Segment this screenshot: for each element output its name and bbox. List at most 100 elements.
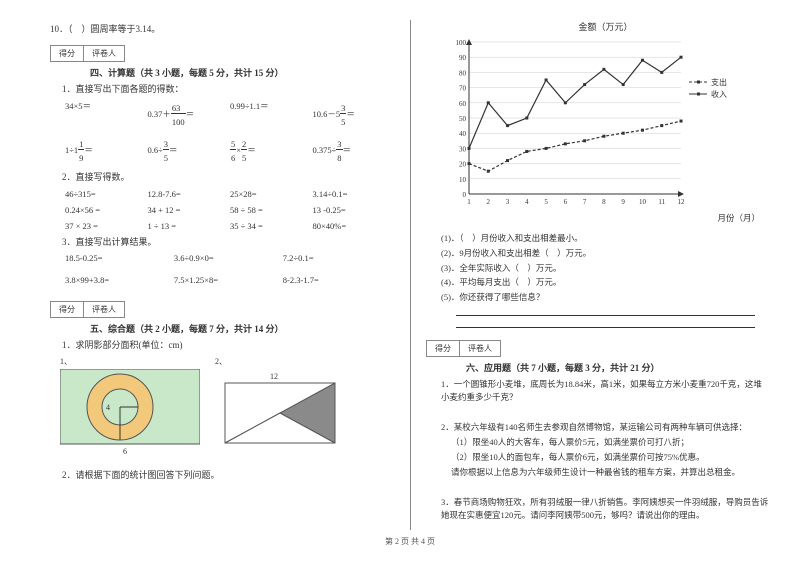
- svg-text:3: 3: [506, 198, 510, 206]
- expr: 3.14÷0.1=: [313, 189, 396, 199]
- line-chart: 金额（万元） 010203040506070809010012345678910…: [441, 20, 770, 224]
- expr: 12.8-7.6=: [148, 189, 231, 199]
- app-q2-a: （1）限坐40人的大客车，每人票价5元，如满坐票价可打八折；: [451, 436, 770, 449]
- calc2-r2: 37 × 23 = 1 ÷ 13 = 35 ÷ 34 = 80×40%=: [65, 219, 395, 233]
- calc1-row2: 1÷119＝ 0.6÷35＝ 56×25＝ 0.375÷38＝: [65, 134, 395, 168]
- expr: 37 × 23 =: [65, 221, 148, 231]
- figure-2: 2、 12: [215, 356, 345, 459]
- annulus-figure: 4 6: [60, 369, 200, 459]
- svg-text:1: 1: [467, 198, 471, 206]
- page-footer: 第 2 页 共 4 页: [50, 536, 770, 547]
- score-label: 得分: [427, 341, 460, 356]
- expr: 0.24×56 =: [65, 205, 148, 215]
- calc3-title: 3．直接写出计算结果。: [62, 236, 395, 249]
- svg-text:90: 90: [459, 54, 467, 62]
- chart-svg: 0102030405060708090100123456789101112支出收…: [441, 37, 751, 212]
- svg-text:10: 10: [639, 198, 647, 206]
- svg-text:4: 4: [106, 403, 110, 412]
- score-box-5: 得分 评卷人: [50, 301, 125, 318]
- section-5-title: 五、综合题（共 2 小题，每题 7 分，共计 14 分）: [90, 322, 395, 335]
- svg-text:0: 0: [463, 191, 467, 199]
- calc3-r1: 3.8×99+3.8= 7.5×1.25×8= 8-2.3-1.7=: [65, 273, 395, 287]
- section-6-title: 六、应用题（共 7 小题，每题 3 分，共计 21 分）: [466, 361, 770, 374]
- svg-text:30: 30: [459, 145, 467, 153]
- grader-label: 评卷人: [84, 302, 124, 317]
- svg-text:20: 20: [459, 161, 467, 169]
- calc3-r0: 18.5-0.25= 3.6÷0.9×0= 7.2÷0.1=: [65, 251, 395, 265]
- chart-y-title: 金额（万元）: [441, 20, 770, 33]
- app-q2-b: （2）限坐10人的面包车，每人票价6元，如满坐票价可按75%优惠。: [451, 451, 770, 464]
- section-4-title: 四、计算题（共 3 小题，每题 5 分，共计 15 分）: [90, 66, 395, 79]
- svg-text:6: 6: [123, 447, 127, 456]
- svg-text:7: 7: [583, 198, 587, 206]
- expr: 56×25＝: [230, 136, 313, 166]
- score-box-4: 得分 评卷人: [50, 45, 125, 62]
- chart-q4: (4)．平均每月支出（ ）万元。: [441, 276, 770, 289]
- chart-q3: (3)．全年实际收入（ ）万元。: [441, 262, 770, 275]
- svg-text:60: 60: [459, 100, 467, 108]
- svg-text:2: 2: [487, 198, 491, 206]
- grader-label: 评卷人: [460, 341, 500, 356]
- answer-line-1: [456, 306, 755, 316]
- expr: 0.375÷38＝: [313, 136, 396, 166]
- expr: 3.6÷0.9×0=: [174, 253, 283, 263]
- expr: 34×5＝: [65, 100, 148, 130]
- svg-text:50: 50: [459, 115, 467, 123]
- svg-text:4: 4: [525, 198, 529, 206]
- figures-row: 1、 4 6 2、 12: [60, 356, 395, 459]
- svg-text:11: 11: [658, 198, 665, 206]
- fig2-label: 2、: [215, 356, 345, 367]
- question-10: 10．（ ）圆周率等于3.14。: [50, 23, 395, 36]
- svg-text:40: 40: [459, 130, 467, 138]
- chart-x-title: 月份（月）: [441, 212, 760, 224]
- app-q1: 1．一个圆锥形小麦堆，底周长为18.84米，高1米，如果每立方米小麦重720千克…: [441, 378, 770, 404]
- triangle-figure: 12: [215, 369, 345, 459]
- answer-line-2: [456, 318, 755, 328]
- expr: 0.6÷35＝: [148, 136, 231, 166]
- fig2-top-dim: 12: [270, 372, 278, 381]
- expr: 0.99÷1.1＝: [230, 100, 313, 130]
- expr: 34 + 12 =: [148, 205, 231, 215]
- chart-q2: (2)．9月份收入和支出相差（ ）万元。: [441, 247, 770, 260]
- score-label: 得分: [51, 302, 84, 317]
- svg-text:9: 9: [621, 198, 625, 206]
- app-q2-c: 请你根据以上信息为六年级师生设计一种最省钱的租车方案，并算出总租金。: [451, 466, 770, 479]
- app-q2-intro: 2．某校六年级有140名师生去参观自然博物馆，某运输公司有两种车辆可供选择：: [441, 421, 770, 434]
- calc2-r1: 0.24×56 = 34 + 12 = 58 ÷ 58 = 13 -0.25=: [65, 203, 395, 217]
- svg-text:8: 8: [602, 198, 606, 206]
- expr: 13 -0.25=: [313, 205, 396, 215]
- expr: 0.37＋63100＝: [148, 100, 231, 130]
- score-box-6: 得分 评卷人: [426, 340, 501, 357]
- chart-q5: (5)．你还获得了哪些信息？: [441, 291, 770, 304]
- svg-text:100: 100: [456, 39, 467, 47]
- calc2-r0: 46÷315= 12.8-7.6= 25×28= 3.14÷0.1=: [65, 187, 395, 201]
- left-column: 10．（ ）圆周率等于3.14。 得分 评卷人 四、计算题（共 3 小题，每题 …: [50, 20, 410, 530]
- svg-text:支出: 支出: [711, 77, 727, 87]
- expr: 3.8×99+3.8=: [65, 275, 174, 285]
- calc1-title: 1．直接写出下面各题的得数：: [62, 83, 395, 96]
- svg-text:5: 5: [544, 198, 548, 206]
- svg-text:80: 80: [459, 69, 467, 77]
- expr: 80×40%=: [313, 221, 396, 231]
- comp1-title: 1．求阴影部分面积(单位：cm): [62, 339, 395, 352]
- figure-1: 1、 4 6: [60, 356, 200, 459]
- calc2-title: 2．直接写得数。: [62, 171, 395, 184]
- expr: 18.5-0.25=: [65, 253, 174, 263]
- fig1-label: 1、: [60, 356, 200, 367]
- svg-text:12: 12: [678, 198, 686, 206]
- expr: 1 ÷ 13 =: [148, 221, 231, 231]
- expr: 1÷119＝: [65, 136, 148, 166]
- comp2-title: 2．请根据下面的统计图回答下列问题。: [62, 469, 395, 482]
- svg-text:6: 6: [564, 198, 568, 206]
- expr: 35 ÷ 34 =: [230, 221, 313, 231]
- svg-text:收入: 收入: [711, 89, 727, 99]
- score-label: 得分: [51, 46, 84, 61]
- expr: 46÷315=: [65, 189, 148, 199]
- expr: 7.5×1.25×8=: [174, 275, 283, 285]
- expr: 7.2÷0.1=: [283, 253, 392, 263]
- expr: 10.6－535＝: [313, 100, 396, 130]
- calc1-row1: 34×5＝ 0.37＋63100＝ 0.99÷1.1＝ 10.6－535＝: [65, 98, 395, 132]
- app-q3: 3．春节商场购物狂欢，所有羽绒服一律八折销售。李阿姨想买一件羽绒服，导购员告诉她…: [441, 496, 770, 522]
- svg-text:10: 10: [459, 176, 467, 184]
- expr: 8-2.3-1.7=: [283, 275, 392, 285]
